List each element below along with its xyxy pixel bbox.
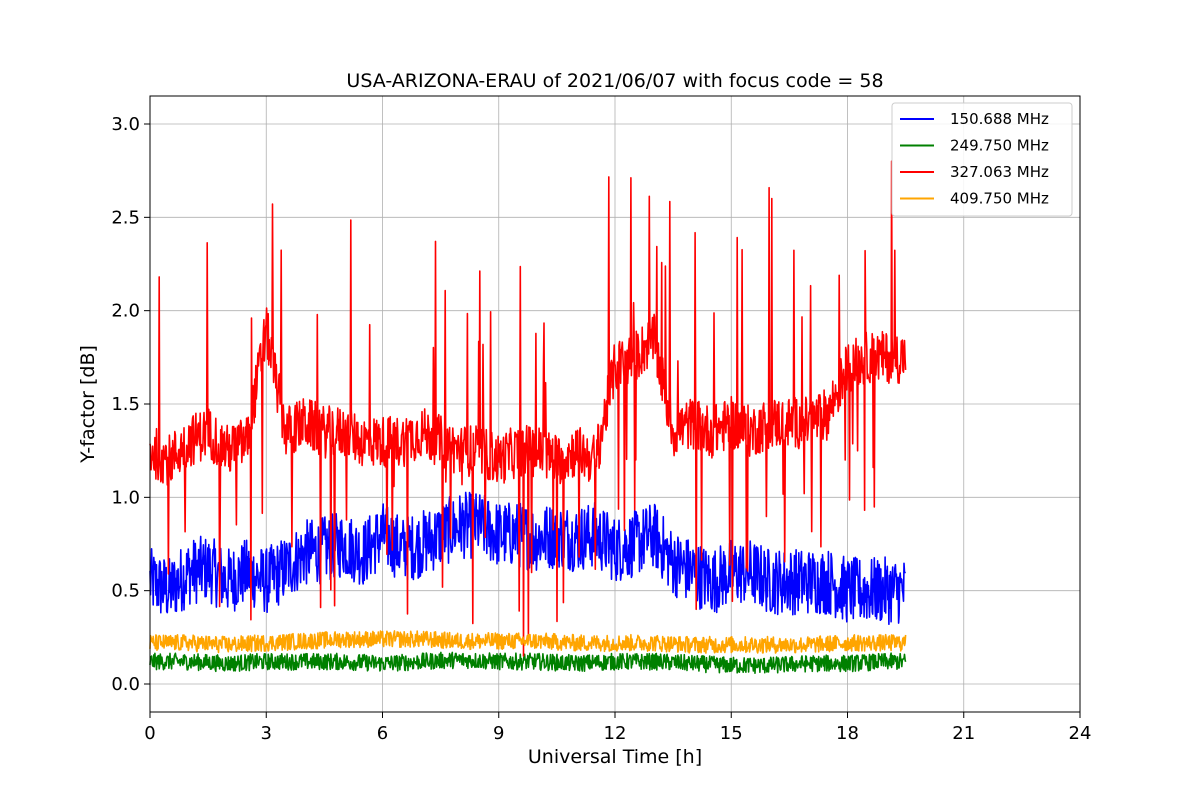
x-axis-label: Universal Time [h] [528,746,702,768]
x-tick-label: 18 [836,723,859,744]
chart-title: USA-ARIZONA-ERAU of 2021/06/07 with focu… [346,70,883,92]
legend-label: 249.750 MHz [950,137,1049,155]
legend-label: 327.063 MHz [950,163,1049,181]
x-tick-label: 3 [261,723,272,744]
x-tick-label: 21 [952,723,975,744]
legend-label: 409.750 MHz [950,190,1049,208]
y-tick-label: 1.5 [111,394,140,415]
legend: 150.688 MHz 249.750 MHz 327.063 MHz 409.750… [891,102,1073,217]
x-tick-label: 9 [493,723,504,744]
x-tick-label: 6 [377,723,388,744]
y-tick-label: 3.0 [111,114,140,135]
x-tick-label: 12 [604,723,627,744]
y-tick-label: 2.5 [111,207,140,228]
plot-series [149,160,907,674]
series-line [149,160,907,657]
series-line [149,651,907,674]
axis-ticks: 0 3 6 9 12 15 18 21 24 0.0 0.5 1.0 1.5 2.0 2.5 3.0 [111,114,1091,744]
x-tick-label: 0 [144,723,155,744]
y-tick-label: 0.5 [111,581,140,602]
x-tick-label: 24 [1069,723,1092,744]
y-tick-label: 0.0 [111,674,140,695]
y-tick-label: 2.0 [111,301,140,322]
y-axis-label: Y-factor [dB] [77,345,99,464]
legend-box [891,102,1073,217]
legend-label: 150.688 MHz [950,110,1049,128]
y-tick-label: 1.0 [111,487,140,508]
series-line [149,630,907,654]
x-tick-label: 15 [720,723,743,744]
